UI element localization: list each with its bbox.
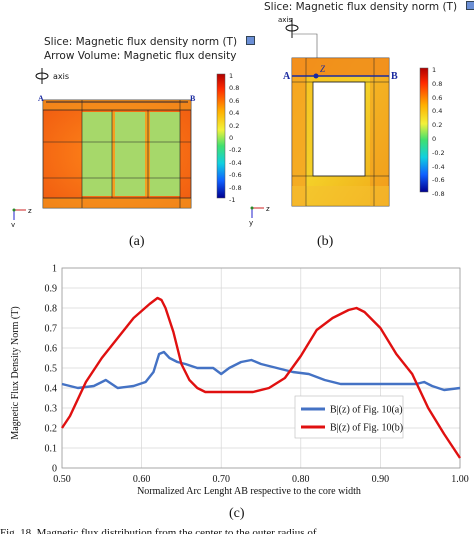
rotation-axis-icon xyxy=(35,68,49,84)
chart-y-axis-label: Magnetic Flux Density Norm (T) xyxy=(10,306,21,439)
y-tick-label: 0.1 xyxy=(45,444,58,455)
legend-label-2: B|(z) of Fig. 10(b) xyxy=(330,423,403,434)
x-tick-label: 0.50 xyxy=(53,474,71,485)
y-tick-label: 0.5 xyxy=(45,364,58,375)
cb-b-tick: -0.2 xyxy=(432,148,445,157)
figure-caption: Fig. 18. Magnetic flux distribution from… xyxy=(0,528,317,534)
cb-b-tick: -0.4 xyxy=(432,162,445,171)
panel-b-z-marker: Z xyxy=(320,64,326,74)
chart-legend: B|(z) of Fig. 10(a) B|(z) of Fig. 10(b) xyxy=(294,395,404,439)
y-tick-label: 1 xyxy=(52,264,57,275)
panel-a-caption: (a) xyxy=(129,234,145,249)
y-tick-label: 0.9 xyxy=(45,284,58,295)
y-tick-label: 0.3 xyxy=(45,404,58,415)
cb-b-tick: -0.6 xyxy=(432,176,445,185)
cb-b-tick: 0.6 xyxy=(432,93,443,102)
panel-b-point-b: B xyxy=(391,71,398,82)
cb-a-tick: 0.6 xyxy=(229,96,240,105)
panel-a-axis-z: z xyxy=(28,207,32,215)
panel-b-title-chip-icon xyxy=(466,1,474,10)
y-tick-label: 0.4 xyxy=(45,384,58,395)
x-tick-label: 0.70 xyxy=(212,474,230,485)
chart-series xyxy=(61,296,462,459)
cb-a-tick: 0 xyxy=(229,134,234,142)
cb-a-tick: -0.6 xyxy=(229,171,242,180)
x-tick-label: 1.00 xyxy=(451,474,469,485)
panel-b-colorbar-ticks: 1 0.8 0.6 0.4 0.2 0 -0.2 -0.4 -0.6 -0.8 xyxy=(432,66,454,198)
cb-b-tick: -0.8 xyxy=(432,190,445,198)
panel-a-point-b: B xyxy=(190,94,196,103)
panel-b-caption: (b) xyxy=(317,234,334,249)
panel-b-colorbar xyxy=(419,67,429,193)
panel-a: Slice: Magnetic flux density norm (T) Ar… xyxy=(0,0,256,255)
legend-label-1: B|(z) of Fig. 10(a) xyxy=(330,405,403,416)
x-tick-label: 0.60 xyxy=(133,474,151,485)
panel-a-point-a: A xyxy=(38,94,44,103)
panel-b: Slice: Magnetic flux density norm (T) xyxy=(245,0,474,255)
rotation-axis-icon xyxy=(285,18,299,38)
panel-a-axis-label: axis xyxy=(53,72,69,81)
x-tick-label: 0.90 xyxy=(372,474,390,485)
panel-b-axis-y: y xyxy=(249,219,253,227)
panel-a-colorbar xyxy=(216,73,226,199)
panel-a-title-line2: Arrow Volume: Magnetic flux density xyxy=(44,50,237,62)
y-tick-label: 0.8 xyxy=(45,304,58,315)
y-tick-label: 0.2 xyxy=(45,424,58,435)
panel-a-colorbar-ticks: 1 0.8 0.6 0.4 0.2 0 -0.2 -0.4 -0.6 -0.8 … xyxy=(229,72,249,204)
chart-x-axis-label: Normalized Arc Lenght AB respective to t… xyxy=(137,486,361,497)
panel-b-axis-triad xyxy=(250,206,264,218)
chart-axes xyxy=(61,267,461,469)
panel-b-axis-z: z xyxy=(266,205,270,213)
cb-a-tick: -0.2 xyxy=(229,146,242,155)
cb-a-tick: -1 xyxy=(229,196,236,204)
cb-b-tick: 0.8 xyxy=(432,79,443,88)
cb-a-tick: 0.8 xyxy=(229,84,240,93)
cb-a-tick: -0.8 xyxy=(229,183,242,192)
panel-c-caption: (c) xyxy=(229,506,245,521)
chart-y-ticks: 0 0.1 0.2 0.3 0.4 0.5 0.6 0.7 0.8 0.9 1 xyxy=(45,264,58,475)
series-line-1 xyxy=(61,350,461,392)
series-line-2 xyxy=(61,296,462,459)
y-tick-label: 0.7 xyxy=(45,324,58,335)
cb-b-tick: 1 xyxy=(432,66,437,74)
panel-b-point-a: A xyxy=(283,71,291,82)
cb-a-tick: 1 xyxy=(229,72,234,80)
panel-a-title-chip-icon xyxy=(246,36,256,45)
panel-a-axis-y: y xyxy=(11,221,15,227)
panel-b-field-plot: axis Z A B z y xyxy=(249,16,429,227)
cb-a-tick: -0.4 xyxy=(229,158,242,167)
cb-b-tick: 0.4 xyxy=(432,107,443,116)
x-tick-label: 0.80 xyxy=(292,474,310,485)
cb-a-tick: 0.2 xyxy=(229,121,240,130)
panel-b-axis-label: axis xyxy=(278,16,292,24)
chart-x-ticks: 0.50 0.60 0.70 0.80 0.90 1.00 xyxy=(53,474,469,485)
panel-a-field-plot: axis A B z y xyxy=(11,68,226,227)
panel-b-z-point-icon xyxy=(313,73,319,79)
cb-a-tick: 0.4 xyxy=(229,109,240,118)
y-tick-label: 0 xyxy=(52,464,57,475)
panel-a-title-line1: Slice: Magnetic flux density norm (T) xyxy=(44,36,256,48)
cb-b-tick: 0 xyxy=(432,135,437,143)
y-tick-label: 0.6 xyxy=(45,344,58,355)
plot-area-border xyxy=(61,267,461,469)
panel-b-title-line1: Slice: Magnetic flux density norm (T) xyxy=(264,1,474,13)
panel-a-axis-triad xyxy=(12,208,26,220)
cb-b-tick: 0.2 xyxy=(432,121,443,130)
panel-c-line-chart: 00.10.20.30.40.50.60.70.80.91 0.50 0.60 0.… xyxy=(10,264,469,498)
